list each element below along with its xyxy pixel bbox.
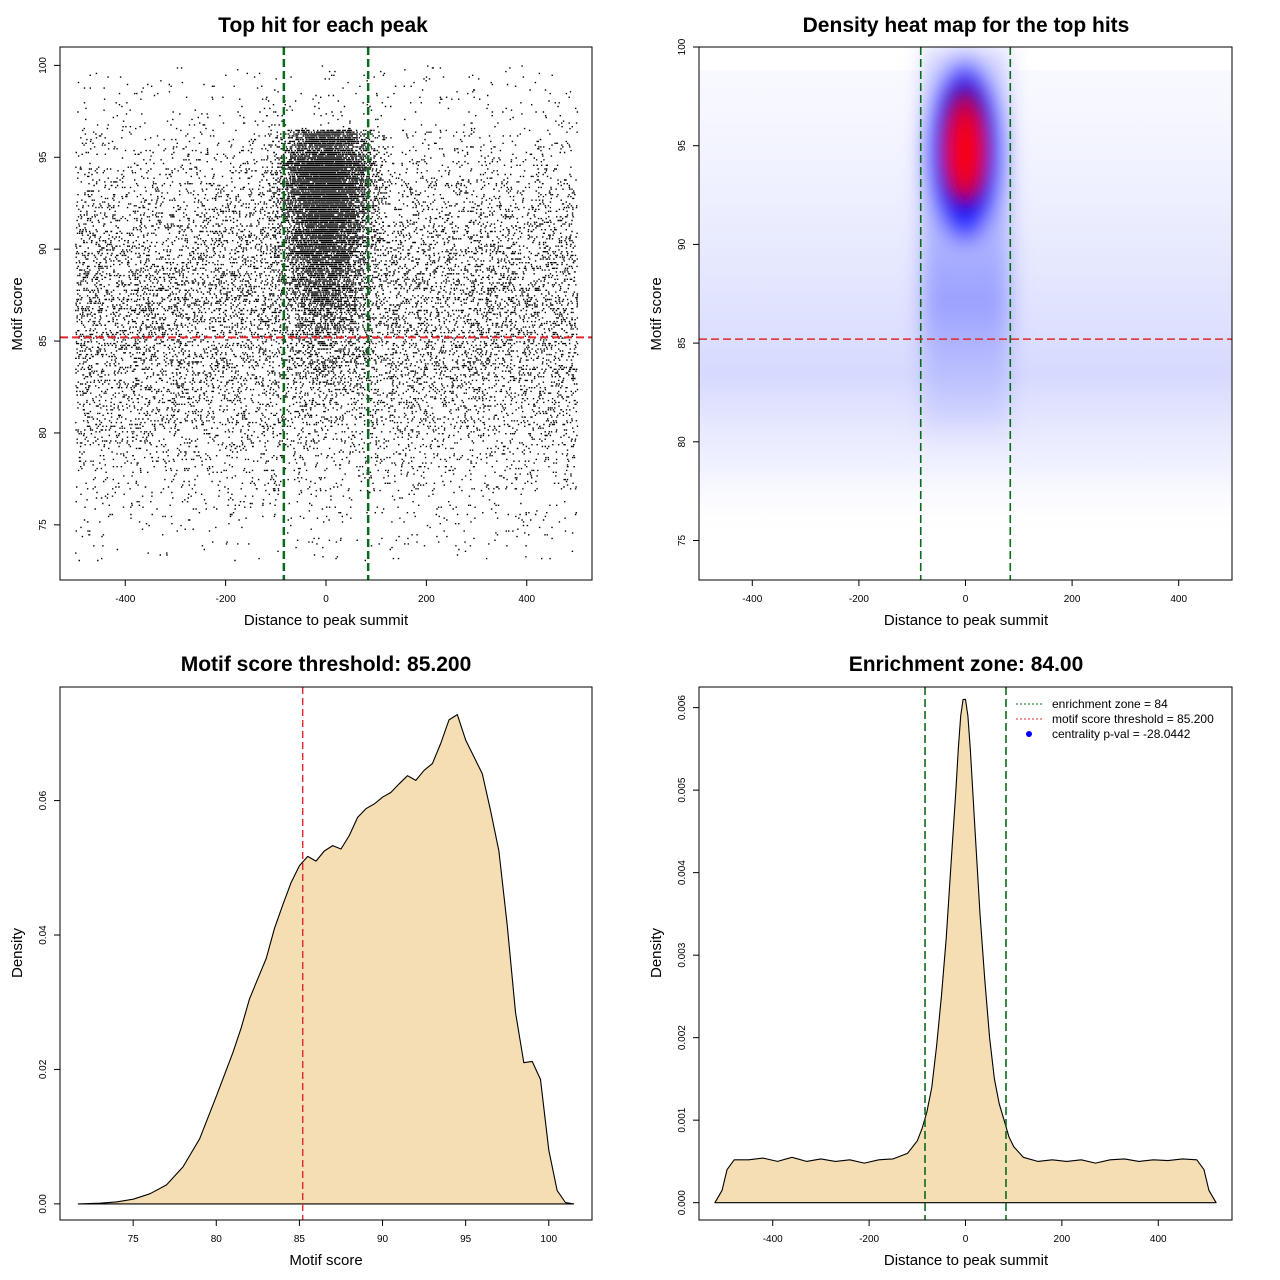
x-tick-label: -400 bbox=[115, 594, 135, 605]
x-tick-label: 85 bbox=[294, 1234, 306, 1245]
y-tick-label: 0.02 bbox=[38, 1059, 49, 1079]
y-tick-label: 80 bbox=[38, 427, 49, 439]
x-tick-label: 0 bbox=[963, 594, 969, 605]
density-area bbox=[714, 698, 1217, 1204]
x-tick-label: -200 bbox=[859, 1234, 879, 1245]
x-tick-label: 0 bbox=[963, 1234, 969, 1245]
y-tick-label: 0.06 bbox=[38, 790, 49, 810]
legend-label-enrichment-zone: enrichment zone = 84 bbox=[1052, 697, 1168, 711]
y-tick-label: 95 bbox=[38, 151, 49, 163]
density-curve bbox=[77, 714, 575, 1205]
x-tick-label: 0 bbox=[323, 594, 329, 605]
y-tick-label: 95 bbox=[677, 140, 688, 152]
y-axis: 75 80 85 90 95 100 bbox=[38, 57, 60, 531]
y-tick-label: 0.04 bbox=[38, 925, 49, 945]
density-area bbox=[77, 714, 575, 1205]
x-tick-label: -400 bbox=[742, 594, 762, 605]
heatmap-panel: Density heat map for the top hits -400 -2… bbox=[648, 14, 1233, 629]
legend-swatch-centrality bbox=[1026, 731, 1032, 737]
legend-label-threshold: motif score threshold = 85.200 bbox=[1052, 712, 1214, 726]
scatter-point bbox=[75, 65, 579, 562]
heatmap-density bbox=[699, 47, 1232, 540]
x-tick-label: 200 bbox=[1054, 1234, 1071, 1245]
y-tick-label: 0.003 bbox=[677, 942, 688, 967]
x-tick-label: 400 bbox=[518, 594, 535, 605]
y-axis-label: Density bbox=[9, 927, 26, 978]
x-axis: 75 80 85 90 95 100 bbox=[128, 1220, 558, 1245]
x-tick-label: 400 bbox=[1150, 1234, 1167, 1245]
y-tick-label: 75 bbox=[38, 519, 49, 531]
distance-density-panel: Enrichment zone: 84.00 -400 -200 0 200 400 0… bbox=[648, 653, 1233, 1269]
x-tick-label: -400 bbox=[763, 1234, 783, 1245]
y-axis: 0.00 0.02 0.04 0.06 bbox=[38, 790, 60, 1214]
y-tick-label: 100 bbox=[38, 57, 49, 74]
x-axis-label: Distance to peak summit bbox=[884, 1252, 1049, 1269]
heatmap-core bbox=[949, 87, 981, 203]
x-tick-label: 100 bbox=[540, 1234, 557, 1245]
y-tick-label: 85 bbox=[677, 337, 688, 349]
y-tick-label: 85 bbox=[38, 335, 49, 347]
y-axis: 75 80 85 90 95 100 bbox=[677, 38, 699, 546]
chart-title: Enrichment zone: 84.00 bbox=[849, 653, 1084, 676]
y-tick-label: 90 bbox=[677, 238, 688, 250]
y-axis-label: Density bbox=[648, 927, 665, 978]
y-tick-label: 0.004 bbox=[677, 860, 688, 885]
y-axis-label: Motif score bbox=[648, 277, 665, 350]
chart-title: Top hit for each peak bbox=[218, 14, 428, 37]
x-axis: -400 -200 0 200 400 bbox=[742, 580, 1187, 605]
chart-title: Density heat map for the top hits bbox=[803, 14, 1130, 37]
x-axis-label: Distance to peak summit bbox=[244, 612, 409, 629]
y-tick-label: 0.00 bbox=[38, 1194, 49, 1214]
y-tick-label: 0.006 bbox=[677, 695, 688, 720]
x-tick-label: -200 bbox=[849, 594, 869, 605]
y-tick-label: 0.005 bbox=[677, 777, 688, 802]
y-tick-label: 0.001 bbox=[677, 1107, 688, 1132]
x-axis: -400 -200 0 200 400 bbox=[115, 580, 536, 605]
x-tick-label: 200 bbox=[418, 594, 435, 605]
x-tick-label: 75 bbox=[128, 1234, 140, 1245]
x-tick-label: 400 bbox=[1170, 594, 1187, 605]
y-tick-label: 80 bbox=[677, 436, 688, 448]
reference-lines bbox=[699, 47, 1232, 580]
scatter-points bbox=[75, 65, 579, 562]
x-tick-label: 95 bbox=[460, 1234, 472, 1245]
x-axis-label: Motif score bbox=[289, 1252, 362, 1269]
x-tick-label: 80 bbox=[211, 1234, 223, 1245]
y-axis-label: Motif score bbox=[9, 277, 26, 350]
legend: enrichment zone = 84 motif score thresho… bbox=[1016, 697, 1214, 741]
score-density-panel: Motif score threshold: 85.200 75 80 85 90 95… bbox=[9, 653, 593, 1269]
density-curve bbox=[714, 698, 1217, 1204]
x-tick-label: 90 bbox=[377, 1234, 389, 1245]
scatter-panel: Top hit for each peak -400 -200 0 200 400 75… bbox=[9, 14, 593, 629]
y-axis: 0.000 0.001 0.002 0.003 0.004 0.005 0.006 bbox=[677, 695, 699, 1215]
x-tick-label: 200 bbox=[1064, 594, 1081, 605]
reference-lines bbox=[924, 687, 1007, 1220]
x-axis-label: Distance to peak summit bbox=[884, 612, 1049, 629]
x-tick-label: -200 bbox=[216, 594, 236, 605]
y-tick-label: 75 bbox=[677, 535, 688, 547]
y-tick-label: 0.002 bbox=[677, 1025, 688, 1050]
y-tick-label: 0.000 bbox=[677, 1190, 688, 1215]
y-tick-label: 90 bbox=[38, 243, 49, 255]
y-tick-label: 100 bbox=[677, 38, 688, 55]
chart-title: Motif score threshold: 85.200 bbox=[181, 653, 472, 676]
plot-frame bbox=[59, 686, 593, 1221]
legend-label-centrality: centrality p-val = -28.0442 bbox=[1052, 727, 1191, 741]
reference-lines bbox=[60, 47, 592, 580]
x-axis: -400 -200 0 200 400 bbox=[763, 1220, 1167, 1245]
